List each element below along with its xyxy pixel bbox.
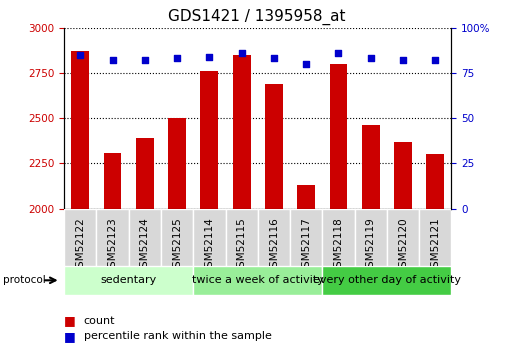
Bar <box>193 266 322 295</box>
Text: GSM52116: GSM52116 <box>269 217 279 274</box>
Bar <box>233 55 250 209</box>
Text: GSM52119: GSM52119 <box>366 217 376 274</box>
Text: GSM52118: GSM52118 <box>333 217 344 274</box>
Text: GSM52117: GSM52117 <box>301 217 311 274</box>
Text: every other day of activity: every other day of activity <box>313 275 461 285</box>
Text: sedentary: sedentary <box>101 275 157 285</box>
Point <box>302 61 310 67</box>
Point <box>399 57 407 63</box>
Text: GSM52121: GSM52121 <box>430 217 440 274</box>
Point <box>431 57 440 63</box>
Bar <box>258 209 290 266</box>
Bar <box>426 155 444 209</box>
Bar <box>96 209 129 266</box>
Text: GSM52122: GSM52122 <box>75 217 85 274</box>
Point <box>238 50 246 56</box>
Point <box>108 57 116 63</box>
Bar <box>387 209 419 266</box>
Bar <box>394 142 412 209</box>
Text: GSM52124: GSM52124 <box>140 217 150 274</box>
Bar <box>71 51 89 209</box>
Bar <box>354 209 387 266</box>
Text: count: count <box>84 316 115 326</box>
Bar <box>322 209 354 266</box>
Text: GSM52123: GSM52123 <box>108 217 117 274</box>
Bar <box>290 209 322 266</box>
Text: GSM52115: GSM52115 <box>236 217 247 274</box>
Bar <box>265 84 283 209</box>
Bar <box>329 64 347 209</box>
Point <box>205 54 213 59</box>
Text: ■: ■ <box>64 314 80 327</box>
Bar <box>129 209 161 266</box>
Text: GSM52114: GSM52114 <box>204 217 214 274</box>
Bar <box>136 138 154 209</box>
Bar <box>362 125 380 209</box>
Bar <box>193 209 226 266</box>
Bar <box>226 209 258 266</box>
Text: ■: ■ <box>64 330 80 343</box>
Bar <box>168 118 186 209</box>
Bar <box>201 71 218 209</box>
Bar <box>419 209 451 266</box>
Text: GDS1421 / 1395958_at: GDS1421 / 1395958_at <box>168 9 345 25</box>
Point <box>367 56 375 61</box>
Bar <box>298 185 315 209</box>
Point <box>173 56 181 61</box>
Bar <box>322 266 451 295</box>
Point <box>334 50 343 56</box>
Bar <box>161 209 193 266</box>
Text: percentile rank within the sample: percentile rank within the sample <box>84 332 271 341</box>
Text: twice a week of activity: twice a week of activity <box>192 275 324 285</box>
Point <box>141 57 149 63</box>
Text: GSM52120: GSM52120 <box>398 217 408 274</box>
Point <box>76 52 84 58</box>
Bar <box>64 266 193 295</box>
Bar <box>104 152 122 209</box>
Text: protocol: protocol <box>3 275 45 285</box>
Text: GSM52125: GSM52125 <box>172 217 182 274</box>
Point <box>270 56 278 61</box>
Bar <box>64 209 96 266</box>
